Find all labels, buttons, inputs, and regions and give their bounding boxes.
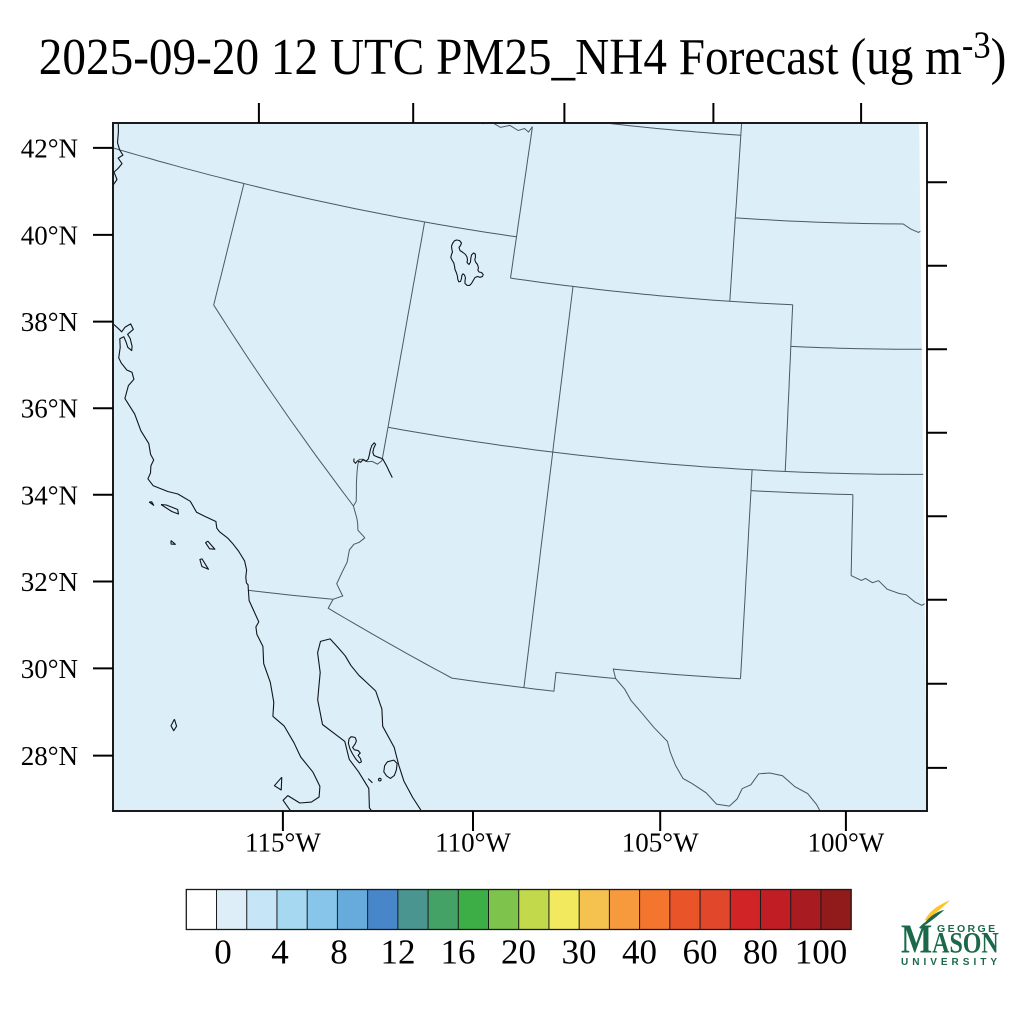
svg-text:12: 12 [381, 933, 416, 972]
svg-text:4: 4 [271, 933, 289, 972]
svg-text:42°N: 42°N [21, 133, 78, 163]
svg-text:UNIVERSITY: UNIVERSITY [901, 957, 1001, 968]
svg-text:36°N: 36°N [21, 394, 78, 424]
svg-text:38°N: 38°N [21, 307, 78, 337]
svg-text:34°N: 34°N [21, 480, 78, 510]
svg-text:30°N: 30°N [21, 654, 78, 684]
svg-text:105°W: 105°W [622, 828, 699, 858]
svg-text:40: 40 [622, 933, 657, 972]
svg-text:16: 16 [441, 933, 476, 972]
svg-text:115°W: 115°W [245, 828, 321, 858]
svg-text:100: 100 [795, 933, 848, 972]
svg-text:30: 30 [562, 933, 597, 972]
svg-text:0: 0 [214, 933, 232, 972]
svg-text:2025-09-20 12 UTC PM25_NH4 For: 2025-09-20 12 UTC PM25_NH4 Forecast (ug … [39, 24, 1007, 86]
svg-text:MASON: MASON [901, 917, 999, 962]
svg-text:100°W: 100°W [808, 828, 885, 858]
svg-text:40°N: 40°N [21, 220, 78, 250]
svg-text:28°N: 28°N [21, 741, 78, 771]
svg-text:20: 20 [501, 933, 536, 972]
svg-text:GEORGE: GEORGE [937, 923, 998, 935]
svg-text:110°W: 110°W [435, 828, 511, 858]
svg-text:60: 60 [683, 933, 718, 972]
svg-text:80: 80 [743, 933, 778, 972]
svg-text:8: 8 [330, 933, 348, 972]
svg-text:32°N: 32°N [21, 567, 78, 597]
